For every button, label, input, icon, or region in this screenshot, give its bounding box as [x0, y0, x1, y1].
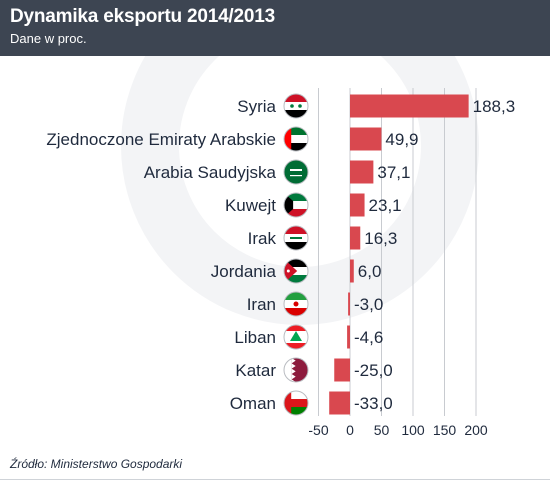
data-label: 188,3 — [473, 97, 516, 116]
bar — [350, 160, 374, 184]
category-label: Irak — [248, 229, 277, 248]
oman-flag-icon — [283, 390, 309, 416]
x-tick-label: -50 — [308, 422, 328, 438]
x-tick-label: 0 — [346, 422, 354, 438]
category-label: Syria — [237, 97, 276, 116]
x-tick-label: 100 — [401, 422, 425, 438]
chart-subtitle: Dane w proc. — [10, 31, 87, 46]
iran-flag-icon — [283, 291, 309, 317]
category-label: Iran — [247, 295, 276, 314]
x-tick-label: 50 — [374, 422, 390, 438]
x-tick-label: 200 — [464, 422, 488, 438]
category-label: Zjednoczone Emiraty Arabskie — [46, 130, 276, 149]
bar — [350, 226, 361, 250]
bar — [348, 292, 350, 316]
category-label: Kuwejt — [225, 196, 276, 215]
lebanon-flag-icon — [283, 324, 309, 350]
bar — [347, 325, 350, 349]
data-label: -33,0 — [354, 394, 393, 413]
category-label: Oman — [230, 394, 276, 413]
bar — [350, 259, 354, 283]
x-tick-label: 150 — [433, 422, 457, 438]
data-label: 23,1 — [369, 196, 402, 215]
data-label: -4,6 — [354, 328, 383, 347]
data-label: -25,0 — [354, 361, 393, 380]
saudi-arabia-flag-icon — [283, 159, 309, 185]
category-label: Jordania — [211, 262, 277, 281]
data-label: 16,3 — [364, 229, 397, 248]
iraq-flag-icon — [283, 225, 309, 251]
bar — [350, 193, 365, 217]
category-label: Katar — [235, 361, 276, 380]
bar — [350, 127, 382, 151]
data-label: 49,9 — [385, 130, 418, 149]
category-label: Liban — [234, 328, 276, 347]
bar-chart: -50 0 50 100 150 200 Syria 188,3 Zjednoczone Emi… — [46, 88, 516, 438]
uae-flag-icon — [283, 126, 309, 152]
bar — [334, 358, 350, 382]
syria-flag-icon — [283, 93, 309, 119]
category-label: Arabia Saudyjska — [144, 163, 277, 182]
footer-divider — [0, 479, 550, 480]
data-label: -3,0 — [354, 295, 383, 314]
data-label: 37,1 — [377, 163, 410, 182]
data-label: 6,0 — [358, 262, 382, 281]
source-note: Źródło: Ministerstwo Gospodarki — [10, 457, 183, 471]
bar — [329, 391, 350, 415]
chart-title: Dynamika eksportu 2014/2013 — [10, 6, 275, 27]
jordan-flag-icon — [283, 258, 309, 284]
chart-header: Dynamika eksportu 2014/2013 Dane w proc. — [0, 0, 550, 56]
bar — [350, 94, 469, 118]
qatar-flag-icon — [283, 357, 309, 383]
kuwait-flag-icon — [283, 192, 309, 218]
